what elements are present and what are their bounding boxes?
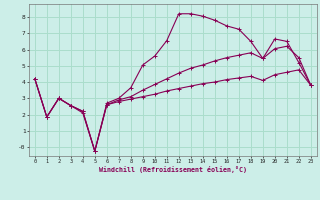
X-axis label: Windchill (Refroidissement éolien,°C): Windchill (Refroidissement éolien,°C) [99, 166, 247, 173]
